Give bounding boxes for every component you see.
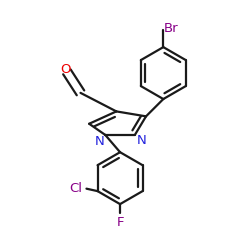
Text: Cl: Cl	[69, 182, 82, 195]
Text: O: O	[60, 63, 71, 76]
Text: Br: Br	[164, 22, 178, 35]
Text: N: N	[137, 134, 147, 147]
Text: F: F	[116, 216, 124, 229]
Text: N: N	[95, 135, 105, 148]
